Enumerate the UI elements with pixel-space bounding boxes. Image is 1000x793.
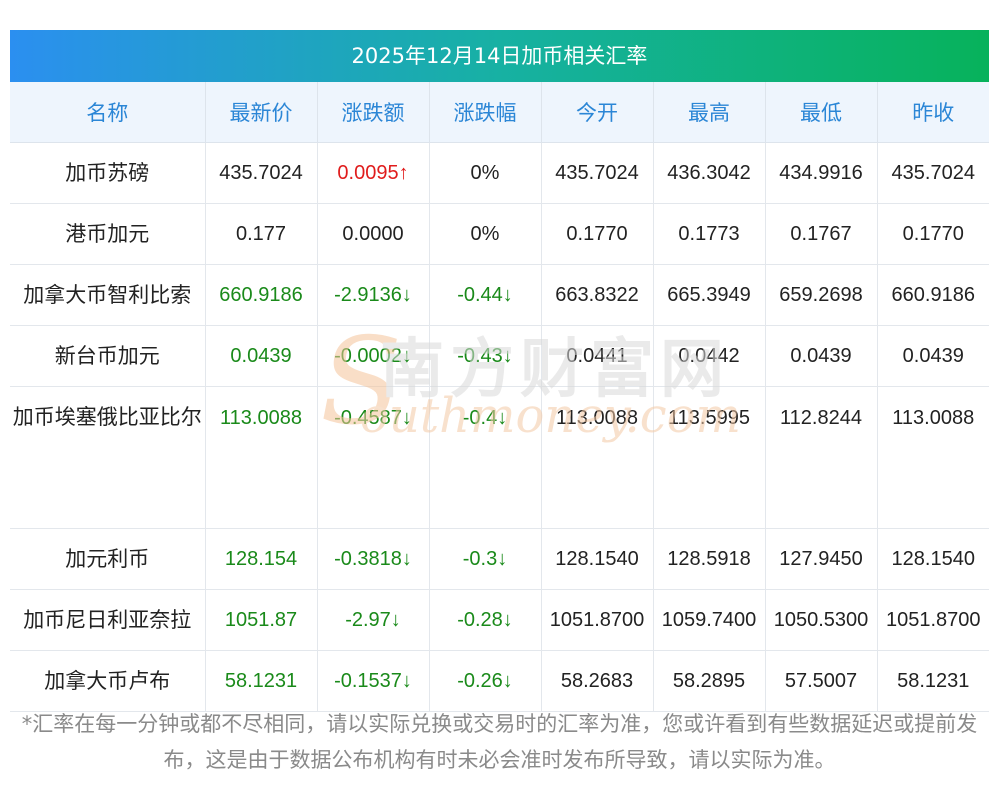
table-row: 加币尼日利亚奈拉 1051.87 -2.97↓ -0.28↓ 1051.8700… <box>10 589 989 651</box>
cell-change: -0.4587↓ <box>317 386 430 529</box>
header-high: 最高 <box>653 82 766 143</box>
table-row: 加币埃塞俄比亚比尔 113.0088 -0.4587↓ -0.4↓ 113.00… <box>10 386 989 529</box>
cell-low: 1050.5300 <box>765 589 878 651</box>
table-row: 新台币加元 0.0439 -0.0002↓ -0.43↓ 0.0441 0.04… <box>10 325 989 387</box>
cell-latest: 0.177 <box>205 203 318 265</box>
cell-prev: 128.1540 <box>877 528 989 590</box>
cell-low: 434.9916 <box>765 142 878 204</box>
cell-low: 659.2698 <box>765 264 878 326</box>
cell-prev: 0.1770 <box>877 203 989 265</box>
cell-open: 0.1770 <box>541 203 654 265</box>
disclaimer-footnote: *汇率在每一分钟或都不尽相同，请以实际兑换或交易时的汇率为准，您或许看到有些数据… <box>21 712 978 772</box>
cell-change: 0.0000 <box>317 203 430 265</box>
cell-name: 加拿大币卢布 <box>10 650 206 712</box>
cell-high: 58.2895 <box>653 650 766 712</box>
cell-high: 0.0442 <box>653 325 766 387</box>
cell-prev: 435.7024 <box>877 142 989 204</box>
cell-latest: 58.1231 <box>205 650 318 712</box>
cell-open: 1051.8700 <box>541 589 654 651</box>
cell-prev: 0.0439 <box>877 325 989 387</box>
cell-pct: -0.28↓ <box>429 589 542 651</box>
cell-change: -0.0002↓ <box>317 325 430 387</box>
cell-name: 新台币加元 <box>10 325 206 387</box>
cell-low: 112.8244 <box>765 386 878 529</box>
cell-open: 128.1540 <box>541 528 654 590</box>
header-name: 名称 <box>10 82 206 143</box>
cell-high: 0.1773 <box>653 203 766 265</box>
cell-pct: 0% <box>429 203 542 265</box>
cell-open: 58.2683 <box>541 650 654 712</box>
header-change: 涨跌额 <box>317 82 430 143</box>
cell-open: 435.7024 <box>541 142 654 204</box>
header-low: 最低 <box>765 82 878 143</box>
cell-pct: -0.44↓ <box>429 264 542 326</box>
cell-change: -0.1537↓ <box>317 650 430 712</box>
cell-latest: 128.154 <box>205 528 318 590</box>
table-row: 加币苏磅 435.7024 0.0095↑ 0% 435.7024 436.30… <box>10 142 989 204</box>
cell-change: 0.0095↑ <box>317 142 430 204</box>
cell-latest: 113.0088 <box>205 386 318 529</box>
header-open: 今开 <box>541 82 654 143</box>
cell-high: 113.5995 <box>653 386 766 529</box>
cell-low: 127.9450 <box>765 528 878 590</box>
cell-low: 57.5007 <box>765 650 878 712</box>
cell-low: 0.0439 <box>765 325 878 387</box>
cell-name: 港币加元 <box>10 203 206 265</box>
cell-high: 128.5918 <box>653 528 766 590</box>
cell-high: 1059.7400 <box>653 589 766 651</box>
table-row: 加拿大币智利比索 660.9186 -2.9136↓ -0.44↓ 663.83… <box>10 264 989 326</box>
cell-change: -2.97↓ <box>317 589 430 651</box>
table-row: 港币加元 0.177 0.0000 0% 0.1770 0.1773 0.176… <box>10 203 989 265</box>
cell-open: 113.0088 <box>541 386 654 529</box>
cell-name: 加元利币 <box>10 528 206 590</box>
cell-latest: 0.0439 <box>205 325 318 387</box>
cell-name: 加币埃塞俄比亚比尔 <box>10 386 206 529</box>
cell-pct: -0.43↓ <box>429 325 542 387</box>
cell-latest: 435.7024 <box>205 142 318 204</box>
cell-pct: 0% <box>429 142 542 204</box>
cell-prev: 1051.8700 <box>877 589 989 651</box>
table-header-row: 名称 最新价 涨跌额 涨跌幅 今开 最高 最低 昨收 <box>10 82 989 143</box>
cell-open: 0.0441 <box>541 325 654 387</box>
cell-name: 加币苏磅 <box>10 142 206 204</box>
header-latest: 最新价 <box>205 82 318 143</box>
cell-change: -0.3818↓ <box>317 528 430 590</box>
cell-latest: 1051.87 <box>205 589 318 651</box>
cell-high: 436.3042 <box>653 142 766 204</box>
cell-pct: -0.3↓ <box>429 528 542 590</box>
cell-open: 663.8322 <box>541 264 654 326</box>
cell-latest: 660.9186 <box>205 264 318 326</box>
cell-high: 665.3949 <box>653 264 766 326</box>
table-row: 加拿大币卢布 58.1231 -0.1537↓ -0.26↓ 58.2683 5… <box>10 650 989 712</box>
cell-prev: 660.9186 <box>877 264 989 326</box>
cell-pct: -0.4↓ <box>429 386 542 529</box>
table-row: 加元利币 128.154 -0.3818↓ -0.3↓ 128.1540 128… <box>10 528 989 590</box>
exchange-rate-table: 名称 最新价 涨跌额 涨跌幅 今开 最高 最低 昨收 加币苏磅 435.7024… <box>10 82 989 712</box>
cell-name: 加币尼日利亚奈拉 <box>10 589 206 651</box>
cell-change: -2.9136↓ <box>317 264 430 326</box>
cell-name: 加拿大币智利比索 <box>10 264 206 326</box>
cell-prev: 113.0088 <box>877 386 989 529</box>
cell-low: 0.1767 <box>765 203 878 265</box>
header-pct: 涨跌幅 <box>429 82 542 143</box>
header-prev: 昨收 <box>877 82 989 143</box>
cell-pct: -0.26↓ <box>429 650 542 712</box>
table-title: 2025年12月14日加币相关汇率 <box>10 30 989 82</box>
cell-prev: 58.1231 <box>877 650 989 712</box>
